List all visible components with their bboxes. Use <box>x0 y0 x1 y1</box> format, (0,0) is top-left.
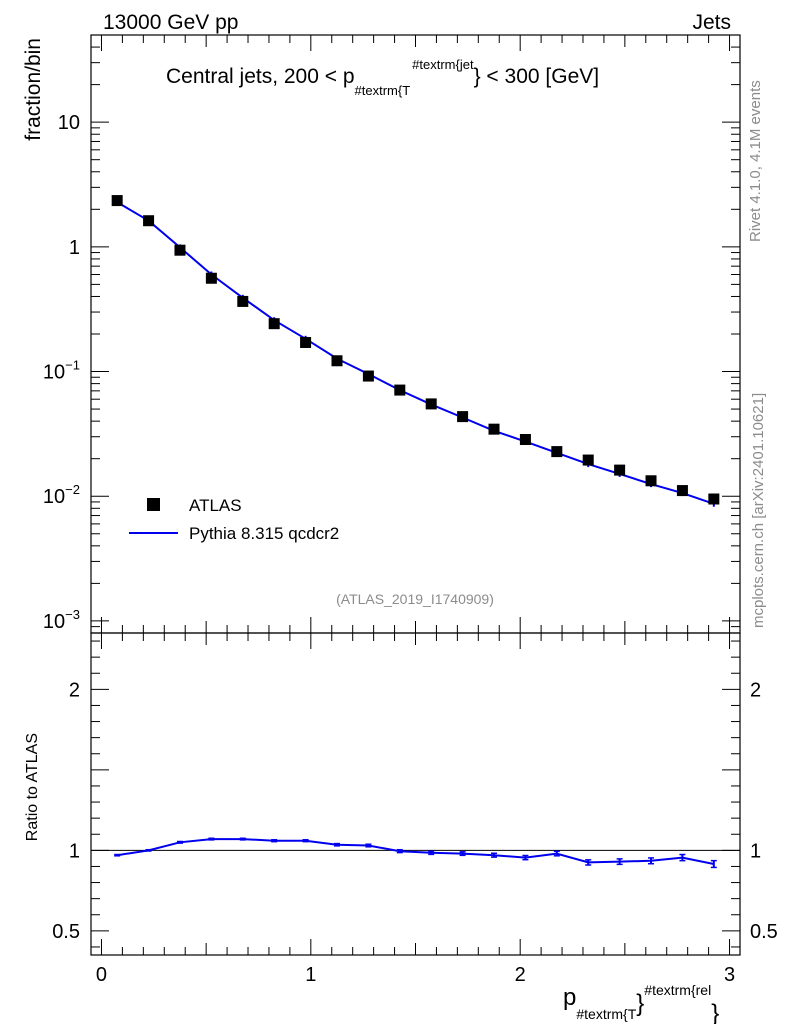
axis-ticks <box>91 34 740 955</box>
x-tick-label: 2 <box>515 964 526 986</box>
data-point <box>331 355 343 367</box>
ratio-y-tick-label: 1 <box>69 840 80 862</box>
plot-title-tail: } < 300 [GeV] <box>474 65 600 88</box>
legend-data-label: ATLAS <box>189 496 242 515</box>
data-point <box>362 370 374 382</box>
data-point <box>551 446 563 458</box>
data-point <box>676 485 688 497</box>
x-axis-label-superscript: #textrm{rel <box>644 982 711 998</box>
rivet-version-label: Rivet 4.1.0, 4.1M events <box>747 80 764 242</box>
ratio-y-tick-label-right: 1 <box>750 840 761 862</box>
data-point <box>645 475 657 487</box>
data-point <box>300 336 312 348</box>
ratio-y-tick-label: 0.5 <box>52 921 80 943</box>
data-point <box>614 464 626 476</box>
legend-data-marker <box>147 498 160 511</box>
analysis-id-watermark: (ATLAS_2019_I1740909) <box>336 591 494 607</box>
data-point <box>205 272 217 284</box>
mcplots-label: mcplots.cern.ch [arXiv:2401.10621] <box>750 393 767 628</box>
plot-title-main: Central jets, 200 < p <box>166 65 355 88</box>
ratio-series-line <box>117 838 714 865</box>
data-point <box>268 318 280 330</box>
ratio-plot-frame <box>90 632 741 956</box>
x-axis-label: p#textrm{T}#textrm{rel} <box>563 982 719 1024</box>
data-point <box>394 384 406 396</box>
data-marks <box>91 195 740 869</box>
x-axis-label-subscript: #textrm{T <box>576 1006 636 1022</box>
x-tick-label: 1 <box>305 964 316 986</box>
main-y-tick-label: 1 <box>69 237 80 259</box>
main-y-axis-label: fraction/bin <box>22 38 45 141</box>
x-axis-label-close: } <box>711 1000 719 1024</box>
data-point <box>457 411 469 423</box>
x-axis-label-brace: } <box>636 990 644 1017</box>
header-collision: 13000 GeV pp <box>103 11 238 34</box>
header-category: Jets <box>692 11 731 34</box>
data-point <box>582 454 594 466</box>
main-y-tick-label: 10−2 <box>43 482 80 508</box>
data-point <box>143 215 155 227</box>
tick-labels: 10 1 10−1 10−2 10−3 0 1 2 3 2 2 1 1 0.5 0.5 <box>43 112 778 986</box>
main-y-tick-label: 10 <box>58 112 80 134</box>
x-axis-label-main: p <box>563 984 576 1011</box>
data-point <box>425 398 437 410</box>
ratio-y-axis-label: Ratio to ATLAS <box>24 733 41 841</box>
x-tick-label: 3 <box>724 964 735 986</box>
data-point <box>111 195 123 207</box>
ratio-y-tick-label-right: 0.5 <box>750 921 778 943</box>
mc-series-line <box>116 201 715 505</box>
ratio-y-tick-label: 2 <box>69 679 80 701</box>
plot-title-subscript: #textrm{T <box>355 83 411 98</box>
plot-title: Central jets, 200 < p#textrm{T#textrm{je… <box>166 57 599 98</box>
plot-title-superscript: #textrm{jet <box>412 57 474 72</box>
ratio-y-tick-label-right: 2 <box>750 679 761 701</box>
data-point <box>488 423 500 435</box>
x-tick-label: 0 <box>96 964 107 986</box>
main-y-tick-label: 10−1 <box>43 358 80 384</box>
data-point <box>519 434 531 446</box>
data-point <box>237 295 249 307</box>
main-y-tick-label: 10−3 <box>43 607 80 633</box>
main-plot-frame <box>90 34 741 634</box>
data-point <box>174 244 186 256</box>
data-point <box>708 493 720 505</box>
legend-mc-label: Pythia 8.315 qcdcr2 <box>189 524 339 543</box>
